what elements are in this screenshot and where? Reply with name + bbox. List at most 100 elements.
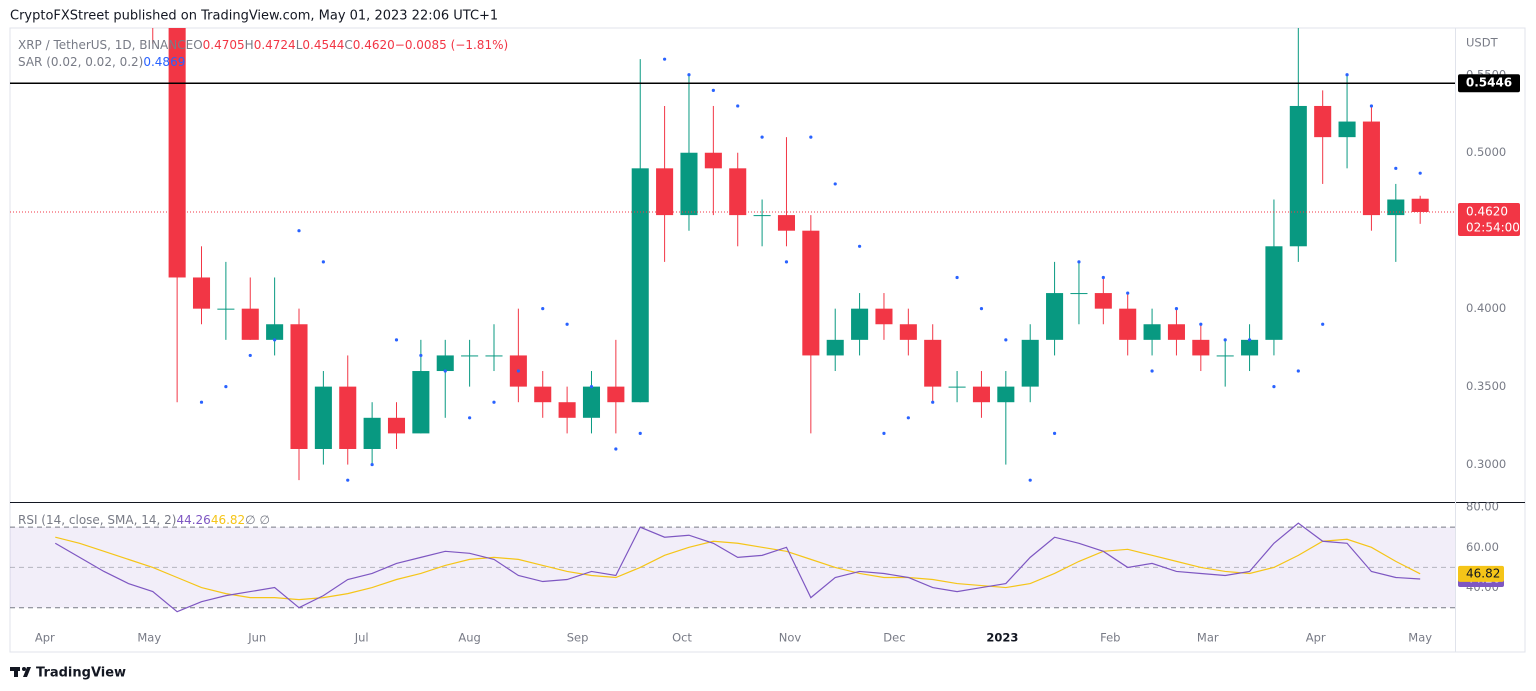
x-tick-label: Dec [883, 631, 905, 645]
candle-body [1411, 198, 1429, 212]
sar-dot [394, 338, 399, 342]
ohlc-value: 0.4705 [203, 38, 245, 52]
candle-body [1046, 293, 1064, 340]
candle-body [1241, 339, 1259, 356]
sar-dot [321, 260, 325, 264]
sar-legend: SAR (0.02, 0.02, 0.2)0.4869 [18, 55, 185, 69]
sar-dot [1321, 322, 1325, 326]
sar-dot [1272, 385, 1276, 389]
x-tick-label: Nov [779, 631, 802, 645]
candle-body [485, 355, 503, 357]
candle-body [436, 355, 454, 372]
candle-body [656, 168, 674, 216]
candle-body [607, 386, 625, 403]
candle-body [1143, 324, 1161, 340]
candle-body [753, 215, 771, 217]
sar-dot [516, 369, 520, 373]
sar-dot [541, 307, 545, 311]
sar-dot [1345, 73, 1349, 77]
sar-dot [224, 385, 228, 389]
sar-dot [784, 260, 789, 264]
sar-dot [687, 73, 691, 77]
y-tick-label: 0.3500 [1466, 379, 1506, 393]
rsi-name: RSI (14, close, SMA, 14, 2) [18, 513, 176, 527]
sar-dot [1052, 431, 1057, 435]
candle-body [1070, 293, 1088, 295]
candle-body [1387, 199, 1405, 216]
candle-body [1338, 121, 1356, 138]
candle-body [1094, 293, 1112, 309]
sar-dot [1150, 369, 1154, 373]
sar-dot [1394, 166, 1398, 170]
candle-body [899, 324, 917, 340]
rsi-value: 46.82 [211, 513, 245, 527]
level-tag [1458, 74, 1520, 93]
rsi-value-tag: 46.82 [1466, 566, 1500, 580]
sar-dot [273, 338, 277, 342]
candle-body [1192, 339, 1210, 356]
sar-dot [1418, 171, 1422, 175]
sar-dot [809, 135, 813, 139]
publisher: CryptoFXStreet published on TradingView.… [10, 9, 498, 24]
candle-body [582, 386, 601, 418]
candle-body [339, 386, 357, 449]
candle-body [1265, 246, 1283, 340]
ohlc-key: L [296, 38, 303, 52]
y-tick-label: 0.3000 [1466, 457, 1506, 471]
x-tick-label: Jul [354, 631, 369, 645]
sar-dot [1223, 338, 1227, 342]
candle-body [1289, 105, 1307, 247]
sar-dot [199, 400, 204, 404]
candle-body [241, 308, 259, 340]
sar-dot [248, 353, 252, 358]
sar-name: SAR (0.02, 0.02, 0.2) [18, 55, 143, 69]
x-tick-label: Oct [672, 631, 692, 645]
x-tick-label: Aug [458, 631, 480, 645]
candle-body [826, 339, 844, 356]
symbol: XRP / TetherUS, 1D, BINANCE [18, 38, 193, 52]
sar-dot [346, 478, 350, 482]
ohlc-value: 0.4620 [353, 38, 395, 52]
candle-body [1314, 105, 1332, 138]
sar-dot [955, 275, 959, 280]
x-tick-label: Feb [1100, 631, 1120, 645]
x-tick-label: 2023 [986, 631, 1018, 645]
candle-body [290, 324, 308, 449]
change: −0.0085 (−1.81%) [395, 38, 508, 52]
ohlc-value: 0.4724 [254, 38, 296, 52]
candle-body [461, 355, 479, 357]
sar-dot [1077, 260, 1081, 264]
sar-dot [1199, 322, 1203, 326]
sar-dot [1004, 338, 1008, 342]
candle-body [1216, 355, 1234, 357]
candle-body [192, 277, 211, 309]
candle-body [875, 308, 893, 325]
candle-body [534, 386, 552, 403]
candle-body [1119, 308, 1137, 340]
sar-dot [711, 88, 715, 92]
rsi-value: 44.26 [176, 513, 210, 527]
sar-dot [760, 135, 764, 139]
x-tick-label: Apr [1306, 631, 1326, 645]
sar-dot [419, 353, 423, 358]
candle-body [729, 168, 747, 216]
sar-dot [857, 244, 862, 248]
sar-dot [931, 400, 935, 404]
sar-dot [297, 229, 301, 233]
brand: TradingView [36, 666, 126, 681]
y-tick-label: 0.4000 [1466, 301, 1506, 315]
price-tag [1458, 202, 1520, 236]
candle-body [802, 230, 820, 356]
candle-body [704, 152, 722, 169]
rsi-line [54, 522, 1421, 613]
x-tick-label: Jun [247, 631, 266, 645]
sar-dot [1369, 104, 1374, 108]
candle-body [387, 417, 406, 434]
candle-body [558, 402, 576, 418]
rsi-tag [1458, 565, 1504, 582]
sar-dot [736, 104, 740, 108]
sar-dot [1174, 307, 1179, 311]
sar-dot [1126, 291, 1130, 295]
candle-body [631, 168, 649, 403]
candle-body [680, 152, 698, 216]
